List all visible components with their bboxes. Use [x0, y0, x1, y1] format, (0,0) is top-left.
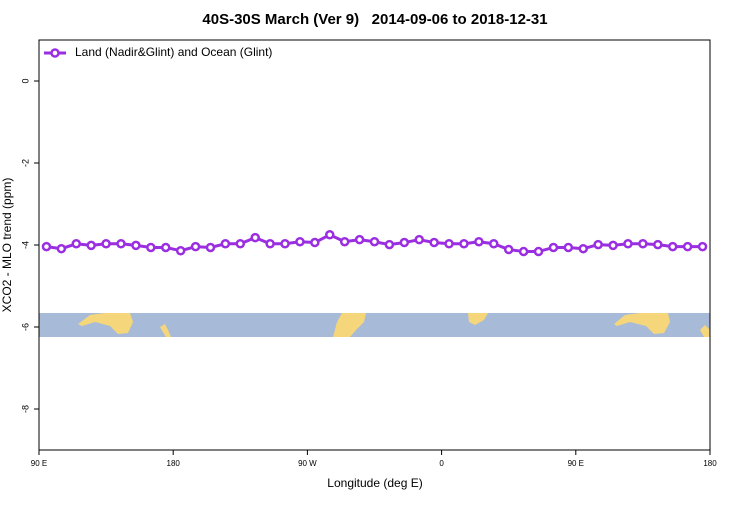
- data-point: [131, 240, 141, 251]
- data-point: [235, 239, 246, 249]
- data-point: [56, 243, 67, 254]
- data-point: [503, 244, 514, 255]
- data-point: [116, 239, 126, 249]
- y-tick-label: 0: [20, 78, 30, 83]
- y-tick-label: -6: [20, 323, 30, 331]
- x-tick-label: 90 E: [31, 459, 47, 468]
- data-point: [533, 246, 544, 257]
- map-strip: [39, 313, 710, 337]
- data-point: [71, 239, 82, 249]
- data-point: [489, 239, 499, 249]
- data-point: [667, 241, 678, 252]
- data-point: [518, 246, 529, 257]
- x-tick-label: 180: [167, 459, 181, 468]
- y-tick-label: -2: [20, 159, 30, 167]
- land-patch: [333, 313, 366, 337]
- legend-marker: [50, 48, 60, 58]
- data-point: [414, 234, 424, 245]
- land-patch: [614, 313, 670, 334]
- data-point: [295, 236, 305, 247]
- data-point: [265, 239, 275, 249]
- data-point: [41, 241, 52, 252]
- data-point: [444, 239, 454, 249]
- data-point: [190, 241, 201, 252]
- data-point: [623, 239, 633, 249]
- data-point: [578, 243, 589, 254]
- data-point: [474, 236, 484, 247]
- data-point: [369, 236, 380, 247]
- data-point: [146, 242, 156, 253]
- data-point: [459, 239, 469, 249]
- y-axis-label: XCO2 - MLO trend (ppm): [0, 178, 14, 313]
- x-tick-label: 0: [439, 459, 444, 468]
- data-point: [205, 242, 216, 253]
- land-patch: [160, 324, 171, 337]
- data-point: [325, 230, 335, 240]
- data-point: [608, 240, 618, 251]
- data-point: [310, 237, 320, 248]
- chart-title: 40S-30S March (Ver 9) 2014-09-06 to 2018…: [202, 11, 547, 28]
- data-point: [354, 234, 365, 245]
- data-point: [429, 237, 439, 248]
- land-patch: [700, 325, 710, 337]
- x-tick-label: 90 E: [568, 459, 584, 468]
- data-point: [563, 242, 574, 253]
- data-point: [250, 232, 260, 243]
- data-point: [101, 239, 111, 249]
- land-patch: [468, 313, 488, 325]
- data-point: [220, 239, 231, 249]
- data-point: [160, 242, 171, 253]
- data-point: [638, 239, 648, 249]
- land-patch: [78, 313, 133, 334]
- data-point: [653, 239, 663, 250]
- data-point: [697, 241, 708, 252]
- data-point: [548, 242, 559, 253]
- data-point: [682, 241, 693, 252]
- data-point: [399, 237, 410, 248]
- data-point: [384, 239, 395, 250]
- x-tick-label: 180: [703, 459, 717, 468]
- data-point: [593, 239, 603, 250]
- legend-label: Land (Nadir&Glint) and Ocean (Glint): [75, 45, 272, 59]
- data-point: [280, 239, 290, 249]
- data-point: [86, 240, 96, 251]
- ocean-strip: [39, 313, 710, 337]
- y-tick-label: -8: [20, 405, 30, 413]
- y-tick-label: -4: [20, 241, 30, 249]
- data-point: [339, 236, 350, 247]
- data-point: [175, 245, 186, 256]
- x-axis-label: Longitude (deg E): [327, 476, 422, 490]
- x-tick-label: 90 W: [298, 459, 317, 468]
